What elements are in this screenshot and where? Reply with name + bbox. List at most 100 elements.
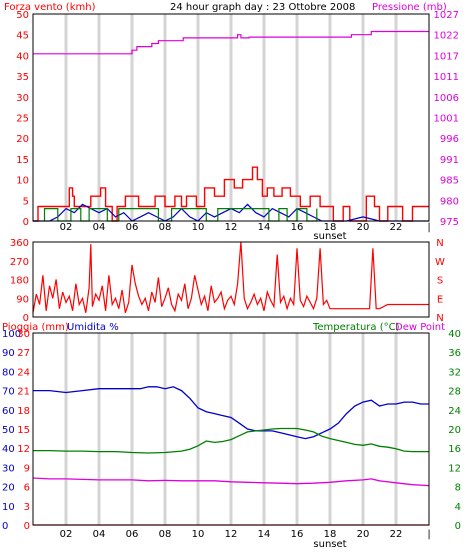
pressure-tick-label: 985 [440,176,459,187]
time-tick-label: 22 [390,222,403,233]
time-tick-label: | [427,529,430,540]
wind-tick-label: 50 [16,10,29,21]
panel3-grid [64,333,398,525]
pressure-tick-label: 996 [440,134,459,145]
temperature-tick-label: 12 [448,463,461,474]
wind-tick-label: 45 [16,31,29,42]
time-tick-label: 02 [60,529,73,540]
time-tick-label: 06 [126,222,139,233]
wind-tick-label: 30 [16,93,29,104]
rain-tick-label: 6 [24,483,30,494]
direction-tick-label: 0 [23,313,29,324]
humidity-tick-label: 100 [2,329,21,340]
temperature-label: Temperatura (°C) [312,322,400,333]
time-tick-label: 04 [93,222,106,233]
time-tick-label: 08 [159,222,172,233]
rain-tick-label: 30 [17,329,30,340]
header-title: 24 hour graph day : 23 Ottobre 2008 [170,2,355,13]
compass-label: N [436,238,443,249]
humidity-tick-label: 70 [2,387,15,398]
time-tick-label: 20 [357,222,370,233]
humidity-tick-label: 40 [2,444,15,455]
wind-tick-label: 15 [16,155,29,166]
dewpoint-line [32,477,430,487]
time-tick-label: 08 [159,529,172,540]
gust-line [33,166,429,222]
sunset-label: sunset [313,231,346,242]
rain-tick-label: 21 [17,387,30,398]
temperature-tick-label: 20 [448,425,461,436]
direction-degree-axis: 0 90 180 270 360 [10,238,29,324]
pressure-tick-label: 1006 [434,93,459,104]
temperature-tick-label: 40 [448,329,461,340]
rain-tick-label: 0 [24,521,30,532]
rain-label: Pioggia (mm) [2,322,69,333]
humidity-tick-label: 0 [2,521,8,532]
time-tick-label: 14 [258,529,271,540]
direction-line [32,241,429,313]
rain-tick-label: 3 [24,502,30,513]
wind-tick-label: 40 [16,51,29,62]
panel1-grid [64,14,398,221]
time-tick-label: 20 [357,529,370,540]
panel3-frame [32,332,430,526]
sunset-label: sunset [313,539,346,550]
dewpoint-label: Dew Point [395,322,445,333]
time-tick-label: 06 [126,529,139,540]
header-pressure-label: Pressione (mb) [372,2,447,13]
temperature-tick-label: 8 [455,483,461,494]
pressure-tick-label: 1022 [434,31,459,42]
time-tick-label: 18 [324,222,337,233]
wind-tick-label: 5 [23,196,29,207]
time-tick-label: 12 [225,529,238,540]
pressure-tick-label: 975 [440,217,459,228]
wind-tick-label: 20 [16,134,29,145]
humidity-tick-label: 60 [2,406,15,417]
compass-label: E [437,294,443,305]
rain-tick-label: 12 [17,444,30,455]
temperature-tick-label: 28 [448,387,461,398]
rain-tick-label: 9 [24,463,30,474]
panel2-frame [32,241,430,318]
temperature-tick-label: 4 [455,502,461,513]
direction-tick-label: 90 [16,294,29,305]
time-tick-label: 16 [291,222,304,233]
time-tick-label: 10 [192,222,205,233]
pressure-tick-label: 1001 [434,114,459,125]
temperature-axis: 0 4 8 12 16 20 24 28 32 36 40 [448,329,461,532]
temperature-tick-label: 24 [448,406,461,417]
time-tick-label: 18 [324,529,337,540]
compass-label: N [436,313,443,324]
wind-pressure-panel: 0 5 10 15 20 25 30 35 40 45 50 975 980 985 991 996 1001… [16,10,459,242]
time-tick-label: 14 [258,222,271,233]
rain-tick-label: 15 [17,425,30,436]
rain-tick-label: 18 [17,406,30,417]
wind-speed-axis: 0 5 10 15 20 25 30 35 40 45 50 [16,10,29,228]
wind-tick-label: 10 [16,176,29,187]
panel1-frame [32,13,430,222]
temperature-line [33,427,429,454]
wind-tick-label: 35 [16,72,29,83]
humidity-tick-label: 10 [2,502,15,513]
pressure-tick-label: 1011 [434,72,459,83]
direction-tick-label: 180 [10,276,29,287]
time-tick-label: 04 [93,529,106,540]
header-wind-label: Forza vento (kmh) [4,2,96,13]
panel3-time-axis: 02 04 06 08 10 12 14 16 18 20 22 | sunset [60,529,431,550]
pressure-tick-label: 980 [440,196,459,207]
pressure-tick-label: 1027 [434,10,459,21]
pressure-axis: 975 980 985 991 996 1001 1006 1011 1017 1022 1027 [434,10,459,228]
pressure-tick-label: 1017 [434,51,459,62]
temperature-tick-label: 0 [455,521,461,532]
humidity-tick-label: 20 [2,483,15,494]
humidity-tick-label: 50 [2,425,15,436]
wind-tick-label: 0 [23,217,29,228]
direction-tick-label: 360 [10,238,29,249]
time-tick-label: 22 [390,529,403,540]
temperature-tick-label: 32 [448,367,461,378]
time-tick-label: 16 [291,529,304,540]
